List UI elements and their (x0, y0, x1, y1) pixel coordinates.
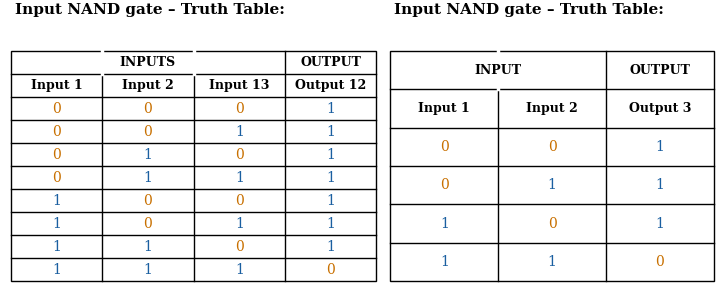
Text: 1: 1 (235, 217, 244, 231)
Text: 0: 0 (655, 255, 664, 269)
Text: 0: 0 (235, 102, 244, 116)
Text: Input NAND gate – Truth Table:: Input NAND gate – Truth Table: (394, 3, 664, 17)
Text: Output 3: Output 3 (629, 102, 691, 115)
Text: 1: 1 (655, 217, 664, 231)
Text: 1: 1 (52, 263, 61, 277)
Text: 0: 0 (440, 140, 449, 154)
Text: 1: 1 (143, 240, 152, 254)
Text: 1: 1 (326, 240, 335, 254)
Text: 1: 1 (235, 263, 244, 277)
Text: 1: 1 (143, 171, 152, 185)
Text: 1: 1 (655, 178, 664, 192)
Text: 0: 0 (440, 178, 449, 192)
Text: 1: 1 (548, 178, 556, 192)
Text: 1: 1 (440, 255, 449, 269)
Text: 1: 1 (326, 171, 335, 185)
Text: Input 13: Input 13 (209, 79, 270, 92)
Text: 0: 0 (548, 140, 556, 154)
Text: 0: 0 (548, 217, 556, 231)
Text: 1: 1 (52, 194, 61, 208)
Text: 1: 1 (326, 217, 335, 231)
Text: 0: 0 (235, 148, 244, 162)
Text: OUTPUT: OUTPUT (300, 56, 361, 69)
Text: INPUT: INPUT (475, 64, 522, 77)
Text: 0: 0 (143, 217, 152, 231)
Text: 0: 0 (52, 125, 61, 139)
Text: 1: 1 (52, 240, 61, 254)
Text: 0: 0 (235, 194, 244, 208)
Text: 0: 0 (52, 171, 61, 185)
Text: 0: 0 (326, 263, 335, 277)
Text: 0: 0 (143, 102, 152, 116)
Bar (11, 51, 376, 281)
Text: 1: 1 (548, 255, 556, 269)
Text: 0: 0 (52, 102, 61, 116)
Text: Input 1: Input 1 (419, 102, 470, 115)
Text: 1: 1 (235, 171, 244, 185)
Text: Input 2: Input 2 (526, 102, 578, 115)
Text: INPUTS: INPUTS (120, 56, 176, 69)
Text: 1: 1 (326, 125, 335, 139)
Text: 0: 0 (235, 240, 244, 254)
Text: Output 12: Output 12 (295, 79, 366, 92)
Text: 1: 1 (235, 125, 244, 139)
Text: 1: 1 (440, 217, 449, 231)
Text: 0: 0 (52, 148, 61, 162)
Text: 1: 1 (143, 263, 152, 277)
Text: 0: 0 (143, 194, 152, 208)
Text: 0: 0 (143, 125, 152, 139)
Text: OUTPUT: OUTPUT (630, 64, 690, 77)
Bar (391, 51, 713, 281)
Text: 1: 1 (655, 140, 664, 154)
Text: 1: 1 (326, 194, 335, 208)
Text: Input 2: Input 2 (122, 79, 174, 92)
Text: 1: 1 (143, 148, 152, 162)
Text: Input NAND gate – Truth Table:: Input NAND gate – Truth Table: (14, 3, 285, 17)
Text: 1: 1 (52, 217, 61, 231)
Text: 1: 1 (326, 102, 335, 116)
Text: Input 1: Input 1 (31, 79, 82, 92)
Text: 1: 1 (326, 148, 335, 162)
